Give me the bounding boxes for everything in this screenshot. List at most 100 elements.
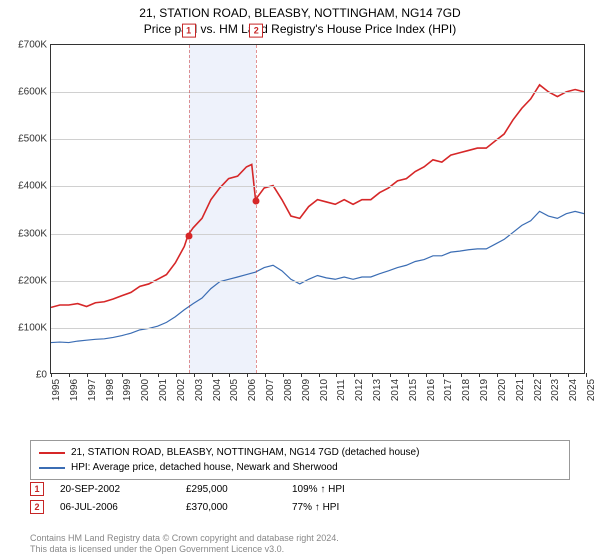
event-index-box: 2 (30, 500, 44, 514)
x-tick-label: 1998 (105, 379, 116, 401)
x-tick-label: 2020 (497, 379, 508, 401)
event-marker-dot (185, 232, 192, 239)
x-tick-mark (319, 373, 320, 377)
x-tick-mark (265, 373, 266, 377)
event-marker-flag: 2 (249, 24, 263, 38)
chart-subtitle: Price paid vs. HM Land Registry's House … (0, 22, 600, 40)
legend-label: HPI: Average price, detached house, Newa… (71, 460, 338, 475)
event-index-box: 1 (30, 482, 44, 496)
y-tick-label: £0 (7, 370, 47, 381)
series-line-price_paid (51, 85, 584, 308)
x-tick-label: 1997 (87, 379, 98, 401)
x-tick-mark (568, 373, 569, 377)
x-tick-mark (336, 373, 337, 377)
x-tick-label: 2008 (283, 379, 294, 401)
x-tick-mark (105, 373, 106, 377)
gridline (51, 139, 584, 140)
x-tick-mark (408, 373, 409, 377)
series-line-hpi (51, 211, 584, 342)
x-tick-mark (176, 373, 177, 377)
x-tick-mark (497, 373, 498, 377)
chart-title: 21, STATION ROAD, BLEASBY, NOTTINGHAM, N… (0, 0, 600, 22)
event-price: £295,000 (186, 484, 276, 495)
event-date: 20-SEP-2002 (60, 484, 170, 495)
gridline (51, 186, 584, 187)
x-tick-label: 2004 (212, 379, 223, 401)
x-tick-label: 2024 (568, 379, 579, 401)
y-tick-label: £300K (7, 228, 47, 239)
event-marker-flag: 1 (182, 24, 196, 38)
x-tick-label: 2021 (515, 379, 526, 401)
x-tick-label: 2013 (372, 379, 383, 401)
legend-row: HPI: Average price, detached house, Newa… (39, 460, 561, 475)
x-tick-mark (194, 373, 195, 377)
x-tick-mark (247, 373, 248, 377)
x-tick-label: 2010 (319, 379, 330, 401)
legend-swatch (39, 467, 65, 469)
x-tick-mark (533, 373, 534, 377)
x-tick-label: 2002 (176, 379, 187, 401)
x-tick-label: 2023 (550, 379, 561, 401)
x-tick-mark (69, 373, 70, 377)
legend-label: 21, STATION ROAD, BLEASBY, NOTTINGHAM, N… (71, 445, 419, 460)
x-tick-mark (515, 373, 516, 377)
y-tick-label: £700K (7, 40, 47, 51)
gridline (51, 281, 584, 282)
x-tick-label: 2003 (194, 379, 205, 401)
x-tick-label: 2006 (247, 379, 258, 401)
x-tick-mark (426, 373, 427, 377)
event-row: 1 20-SEP-2002 £295,000 109% ↑ HPI (30, 480, 570, 498)
legend-row: 21, STATION ROAD, BLEASBY, NOTTINGHAM, N… (39, 445, 561, 460)
x-tick-label: 2017 (443, 379, 454, 401)
x-tick-label: 2009 (301, 379, 312, 401)
x-tick-label: 2005 (229, 379, 240, 401)
event-pct: 77% ↑ HPI (292, 502, 402, 513)
event-date: 06-JUL-2006 (60, 502, 170, 513)
x-tick-label: 2016 (426, 379, 437, 401)
y-tick-label: £500K (7, 134, 47, 145)
x-tick-mark (354, 373, 355, 377)
x-tick-mark (140, 373, 141, 377)
x-tick-label: 2014 (390, 379, 401, 401)
x-tick-label: 1996 (69, 379, 80, 401)
x-tick-mark (390, 373, 391, 377)
line-canvas (51, 45, 584, 373)
x-tick-mark (229, 373, 230, 377)
x-tick-mark (372, 373, 373, 377)
x-tick-mark (550, 373, 551, 377)
page-container: 21, STATION ROAD, BLEASBY, NOTTINGHAM, N… (0, 0, 600, 560)
x-tick-label: 2019 (479, 379, 490, 401)
gridline (51, 328, 584, 329)
x-tick-mark (87, 373, 88, 377)
x-tick-mark (51, 373, 52, 377)
event-marker-dot (253, 197, 260, 204)
chart-area: £0£100K£200K£300K£400K£500K£600K£700K199… (50, 44, 585, 404)
event-price: £370,000 (186, 502, 276, 513)
legend-swatch (39, 452, 65, 454)
plot-region: £0£100K£200K£300K£400K£500K£600K£700K199… (50, 44, 585, 374)
x-tick-label: 2015 (408, 379, 419, 401)
x-tick-label: 1999 (122, 379, 133, 401)
x-tick-mark (443, 373, 444, 377)
events-table: 1 20-SEP-2002 £295,000 109% ↑ HPI 2 06-JUL-20… (30, 480, 570, 516)
y-tick-label: £200K (7, 275, 47, 286)
x-tick-label: 2000 (140, 379, 151, 401)
band-edge-line (189, 45, 190, 373)
footer-line-2: This data is licensed under the Open Gov… (30, 544, 570, 556)
y-tick-label: £600K (7, 87, 47, 98)
x-tick-mark (586, 373, 587, 377)
y-tick-label: £400K (7, 181, 47, 192)
y-tick-label: £100K (7, 322, 47, 333)
x-tick-label: 1995 (51, 379, 62, 401)
x-tick-mark (479, 373, 480, 377)
legend-box: 21, STATION ROAD, BLEASBY, NOTTINGHAM, N… (30, 440, 570, 480)
x-tick-mark (158, 373, 159, 377)
event-pct: 109% ↑ HPI (292, 484, 402, 495)
footer-attribution: Contains HM Land Registry data © Crown c… (30, 533, 570, 556)
x-tick-label: 2018 (461, 379, 472, 401)
gridline (51, 234, 584, 235)
x-tick-mark (283, 373, 284, 377)
footer-line-1: Contains HM Land Registry data © Crown c… (30, 533, 570, 545)
x-tick-mark (122, 373, 123, 377)
x-tick-label: 2007 (265, 379, 276, 401)
